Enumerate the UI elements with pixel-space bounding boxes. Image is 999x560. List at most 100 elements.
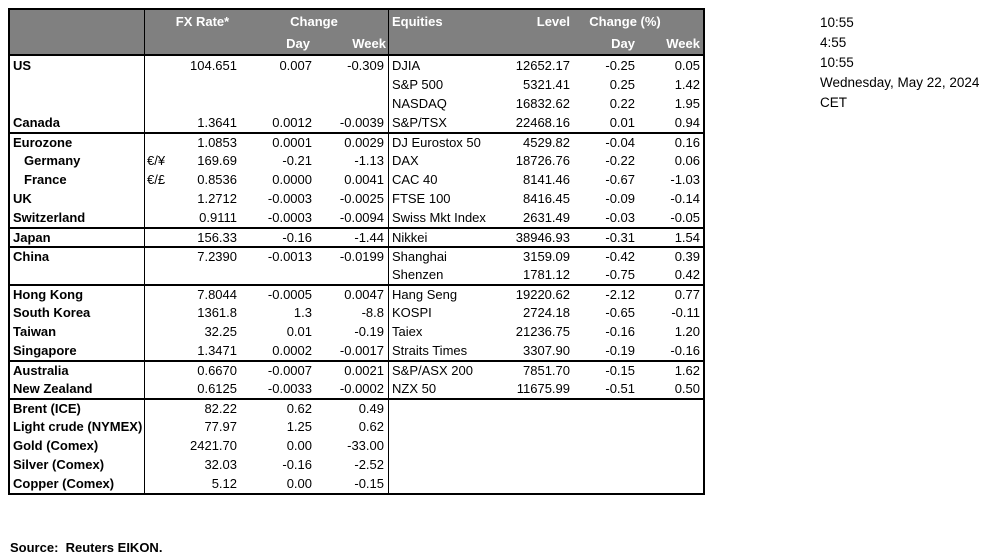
equity-change-day: -0.65 <box>605 305 635 320</box>
fx-rate-cell: 156.33 <box>145 229 240 246</box>
header-row-2: Day Week Day Week <box>10 33 703 54</box>
equity-level: 7851.70 <box>523 363 570 378</box>
row-label: Taiwan <box>10 322 145 341</box>
row-label: Eurozone <box>10 134 145 151</box>
equity-change-day <box>572 436 637 455</box>
equity-change-week: 0.39 <box>674 249 700 264</box>
fx-change-week: -0.0094 <box>314 208 389 227</box>
equity-level: 8416.45 <box>523 191 570 206</box>
equity-name <box>389 455 474 474</box>
fx-change-day <box>240 94 314 113</box>
fx-change-week: -0.0002 <box>314 379 389 398</box>
header-row-1: FX Rate* Change Equities Level Change (%… <box>10 10 703 33</box>
fx-rate-cell: 5.12 <box>145 474 240 493</box>
equity-name: Swiss Mkt Index <box>392 210 486 225</box>
table-row: Brent (ICE) 82.22 0.62 0.49 <box>10 398 703 417</box>
table-row: South Korea 1361.8 1.3 -8.8 KOSPI 2724.18 -0.6… <box>10 303 703 322</box>
row-label: Japan <box>10 229 145 246</box>
fx-change-week: 0.49 <box>314 400 389 417</box>
fx-change-day: 1.3 <box>293 305 312 320</box>
equity-change-week: -0.05 <box>670 210 700 225</box>
equity-level: 2724.18 <box>523 305 570 320</box>
equity-change-day: -0.15 <box>605 363 635 378</box>
fx-change-week: -0.0039 <box>314 113 389 132</box>
fx-change-day: -0.0033 <box>267 381 312 396</box>
row-label <box>10 94 145 113</box>
fx-change-week: -8.8 <box>314 303 389 322</box>
fx-rate-value: 156.33 <box>197 230 237 245</box>
equity-level <box>474 474 572 493</box>
fx-change-day: -0.0007 <box>267 363 312 378</box>
table-row: Taiwan 32.25 0.01 -0.19 Taiex 21236.75 -0.16 1.… <box>10 322 703 341</box>
fx-rate-cell: 7.2390 <box>145 248 240 265</box>
fx-change-week <box>314 94 389 113</box>
equities-day-subheader: Day <box>611 36 635 51</box>
table-row: China 7.2390 -0.0013 -0.0199 Shanghai 3159.09… <box>10 246 703 265</box>
equity-level: 19220.62 <box>515 287 570 302</box>
fx-rate-cell: 1.0853 <box>145 134 240 151</box>
table-row: New Zealand 0.6125 -0.0033 -0.0002 NZX 50 116… <box>10 379 703 398</box>
fx-change-week: -0.19 <box>314 322 389 341</box>
equity-change-week: -1.03 <box>670 172 700 187</box>
fx-change-day <box>240 265 314 284</box>
equity-change-week: 0.16 <box>674 135 700 150</box>
table-row: Singapore 1.3471 0.0002 -0.0017 Straits Time… <box>10 341 703 360</box>
fx-change-week: -0.0199 <box>314 248 389 265</box>
equity-name: Shenzen <box>392 267 444 282</box>
equity-level: 22468.16 <box>515 115 570 130</box>
equity-name <box>389 436 474 455</box>
equity-change-day: -0.75 <box>605 267 635 282</box>
fx-rate-value: 0.6125 <box>197 381 237 396</box>
fx-rate-cell: 32.25 <box>145 322 240 341</box>
timestamp-line: CET <box>820 95 847 110</box>
fx-rate-cell: 0.6125 <box>145 379 240 398</box>
fx-rate-cell <box>145 94 240 113</box>
fx-rate-value: 0.8536 <box>197 172 237 187</box>
equity-change-day: -0.67 <box>605 172 635 187</box>
row-label: US <box>10 56 145 75</box>
fx-rate-cell: 77.97 <box>145 417 240 436</box>
equity-level <box>474 400 572 417</box>
equity-change-week: 0.05 <box>674 58 700 73</box>
fx-rate-column-header: FX Rate* <box>175 14 230 29</box>
table-row: Eurozone 1.0853 0.0001 0.0029 DJ Eurostox 50… <box>10 132 703 151</box>
fx-change-week: 0.62 <box>314 417 389 436</box>
equities-week-subheader: Week <box>666 36 700 51</box>
header-blank <box>10 33 145 54</box>
equity-name: Taiex <box>392 324 423 339</box>
row-label: Germany <box>10 151 145 170</box>
table-row: US 104.651 0.007 -0.309 DJIA 12652.17 -0.25 0.0… <box>10 56 703 75</box>
equity-name: DJ Eurostox 50 <box>392 135 481 150</box>
fx-change-day: 0.0002 <box>272 343 312 358</box>
fx-rate-value: 82.22 <box>204 401 237 416</box>
equity-name: Shanghai <box>392 249 447 264</box>
equity-change-day: 0.22 <box>609 96 635 111</box>
row-label: Light crude (NYMEX) <box>10 417 145 436</box>
fx-rate-cell: 0.6670 <box>145 362 240 379</box>
table-row: Canada 1.3641 0.0012 -0.0039 S&P/TSX 22468.16… <box>10 113 703 132</box>
equity-level: 16832.62 <box>515 96 570 111</box>
fx-change-day <box>240 75 314 94</box>
equity-level: 38946.93 <box>515 230 570 245</box>
fx-rate-value: 1.3471 <box>197 343 237 358</box>
equity-change-week: 0.06 <box>674 153 700 168</box>
equity-change-day: -0.22 <box>605 153 635 168</box>
header-blank <box>145 33 240 54</box>
fx-rate-cell <box>145 265 240 284</box>
table-row: Shenzen 1781.12 -0.75 0.42 <box>10 265 703 284</box>
fx-change-week: 0.0047 <box>314 286 389 303</box>
fx-change-day: 0.00 <box>286 476 312 491</box>
row-label: Silver (Comex) <box>10 455 145 474</box>
row-label: Copper (Comex) <box>10 474 145 493</box>
fx-change-week: -1.13 <box>314 151 389 170</box>
fx-change-week: -0.309 <box>314 56 389 75</box>
equity-name: KOSPI <box>392 305 432 320</box>
fx-rate-cell: €/¥ 169.69 <box>145 151 240 170</box>
fx-rate-cell <box>145 75 240 94</box>
fx-change-day: 0.0000 <box>272 172 312 187</box>
equity-name: S&P 500 <box>392 77 444 92</box>
level-column-header: Level <box>536 14 570 29</box>
equity-name: NASDAQ <box>392 96 447 111</box>
fx-equities-table: FX Rate* Change Equities Level Change (%… <box>8 8 705 495</box>
equity-change-day: -0.31 <box>605 230 635 245</box>
